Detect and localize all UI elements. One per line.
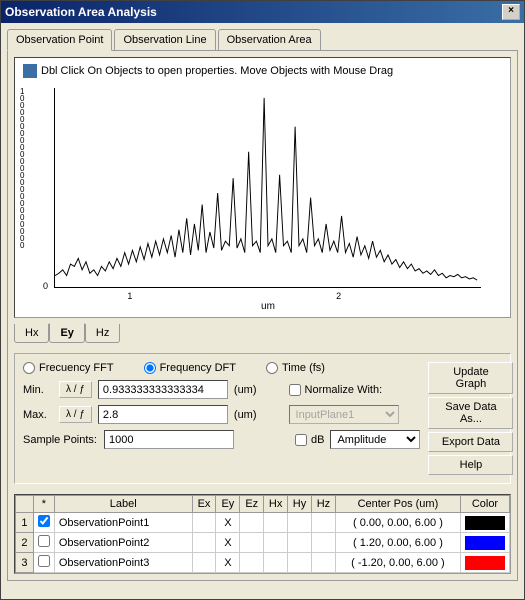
subtab-ey[interactable]: Ey — [49, 323, 84, 343]
save-data-button[interactable]: Save Data As... — [428, 397, 513, 429]
chart-hint: Dbl Click On Objects to open properties.… — [19, 62, 506, 80]
main-tabs: Observation Point Observation Line Obser… — [7, 29, 518, 51]
max-lambda-button[interactable]: λ / ƒ — [59, 406, 92, 423]
cell-pos: ( 1.20, 0.00, 6.00 ) — [335, 533, 460, 553]
chart-area: Dbl Click On Objects to open properties.… — [14, 57, 511, 318]
cell-pos: ( 0.00, 0.00, 6.00 ) — [335, 513, 460, 533]
hint-text: Dbl Click On Objects to open properties.… — [41, 65, 393, 77]
x-tick-1: 1 — [127, 291, 132, 301]
max-unit: (um) — [234, 409, 257, 421]
titlebar[interactable]: Observation Area Analysis × — [1, 1, 524, 23]
col-header[interactable]: Color — [460, 496, 509, 513]
cell-hx[interactable] — [264, 553, 288, 573]
chart-svg — [55, 88, 481, 287]
window-title: Observation Area Analysis — [5, 5, 502, 19]
row-checkbox[interactable] — [33, 553, 54, 573]
col-header[interactable]: Center Pos (um) — [335, 496, 460, 513]
spectrum-chart[interactable]: 10000000000000000000000 0 1 2 um — [54, 88, 481, 288]
row-index: 1 — [16, 513, 34, 533]
normalize-checkbox[interactable]: Normalize With: — [289, 384, 383, 396]
sample-label: Sample Points: — [23, 434, 98, 446]
tab-observation-point[interactable]: Observation Point — [7, 29, 112, 51]
close-button[interactable]: × — [502, 4, 520, 20]
row-label[interactable]: ObservationPoint3 — [54, 553, 192, 573]
cell-hx[interactable] — [264, 513, 288, 533]
amplitude-select[interactable]: Amplitude — [330, 430, 420, 449]
component-tabs: Hx Ey Hz — [14, 324, 511, 343]
frequency-radio-group: Frecuency FFT Frequency DFT Time (fs) — [23, 362, 420, 374]
col-header[interactable]: Hz — [311, 496, 335, 513]
observation-table: *LabelExEyEzHxHyHzCenter Pos (um)Color 1… — [14, 494, 511, 574]
col-header[interactable]: Label — [54, 496, 192, 513]
min-unit: (um) — [234, 384, 257, 396]
min-lambda-button[interactable]: λ / ƒ — [59, 381, 92, 398]
cell-hy[interactable] — [288, 533, 312, 553]
radio-fft[interactable]: Frecuency FFT — [23, 362, 114, 374]
table-header-row: *LabelExEyEzHxHyHzCenter Pos (um)Color — [16, 496, 510, 513]
col-header[interactable]: * — [33, 496, 54, 513]
subtab-hz[interactable]: Hz — [85, 324, 120, 343]
cell-ey[interactable]: X — [216, 513, 240, 533]
row-checkbox[interactable] — [33, 533, 54, 553]
table-body: 1ObservationPoint1X( 0.00, 0.00, 6.00 )2… — [16, 513, 510, 573]
col-header[interactable]: Hx — [264, 496, 288, 513]
max-label: Max. — [23, 409, 53, 421]
sample-input[interactable] — [104, 430, 234, 449]
y-axis-label: 10000000000000000000000 — [20, 88, 24, 249]
export-data-button[interactable]: Export Data — [428, 432, 513, 452]
row-label[interactable]: ObservationPoint1 — [54, 513, 192, 533]
tab-panel: Dbl Click On Objects to open properties.… — [7, 51, 518, 581]
x-tick-2: 2 — [336, 291, 341, 301]
row-index: 3 — [16, 553, 34, 573]
cell-ez[interactable] — [240, 513, 264, 533]
col-header[interactable] — [16, 496, 34, 513]
cell-color[interactable] — [460, 533, 509, 553]
cell-ez[interactable] — [240, 533, 264, 553]
col-header[interactable]: Ex — [192, 496, 216, 513]
tab-observation-area[interactable]: Observation Area — [218, 29, 321, 50]
col-header[interactable]: Ez — [240, 496, 264, 513]
cell-color[interactable] — [460, 553, 509, 573]
table-row[interactable]: 1 ObservationPoint1 X ( 0.00, 0.00, 6.00 ) — [16, 513, 510, 533]
col-header[interactable]: Ey — [216, 496, 240, 513]
help-button[interactable]: Help — [428, 455, 513, 475]
table-row[interactable]: 2 ObservationPoint2 X ( 1.20, 0.00, 6.00 ) — [16, 533, 510, 553]
cell-hy[interactable] — [288, 513, 312, 533]
row-label[interactable]: ObservationPoint2 — [54, 533, 192, 553]
main-window: Observation Area Analysis × Observation … — [0, 0, 525, 600]
radio-time[interactable]: Time (fs) — [266, 362, 325, 374]
cell-pos: ( -1.20, 0.00, 6.00 ) — [335, 553, 460, 573]
max-input[interactable] — [98, 405, 228, 424]
cell-ey[interactable]: X — [216, 553, 240, 573]
cell-ex[interactable] — [192, 533, 216, 553]
cell-color[interactable] — [460, 513, 509, 533]
controls-panel: Frecuency FFT Frequency DFT Time (fs) Mi… — [14, 353, 511, 484]
cell-hy[interactable] — [288, 553, 312, 573]
cell-ex[interactable] — [192, 553, 216, 573]
col-header[interactable]: Hy — [288, 496, 312, 513]
tab-observation-line[interactable]: Observation Line — [114, 29, 215, 50]
row-checkbox[interactable] — [33, 513, 54, 533]
normalize-select[interactable]: InputPlane1 — [289, 405, 399, 424]
min-input[interactable] — [98, 380, 228, 399]
radio-dft[interactable]: Frequency DFT — [144, 362, 236, 374]
min-label: Min. — [23, 384, 53, 396]
update-graph-button[interactable]: Update Graph — [428, 362, 513, 394]
y-axis-zero: 0 — [43, 281, 48, 291]
cell-hx[interactable] — [264, 533, 288, 553]
cell-ey[interactable]: X — [216, 533, 240, 553]
row-index: 2 — [16, 533, 34, 553]
chart-icon — [23, 64, 37, 78]
x-axis-label: um — [261, 301, 275, 312]
cell-ex[interactable] — [192, 513, 216, 533]
cell-ez[interactable] — [240, 553, 264, 573]
cell-hz[interactable] — [311, 553, 335, 573]
subtab-hx[interactable]: Hx — [14, 324, 49, 343]
db-checkbox[interactable]: dB — [295, 434, 324, 446]
cell-hz[interactable] — [311, 533, 335, 553]
content-area: Observation Point Observation Line Obser… — [1, 23, 524, 587]
cell-hz[interactable] — [311, 513, 335, 533]
table-row[interactable]: 3 ObservationPoint3 X ( -1.20, 0.00, 6.00 ) — [16, 553, 510, 573]
